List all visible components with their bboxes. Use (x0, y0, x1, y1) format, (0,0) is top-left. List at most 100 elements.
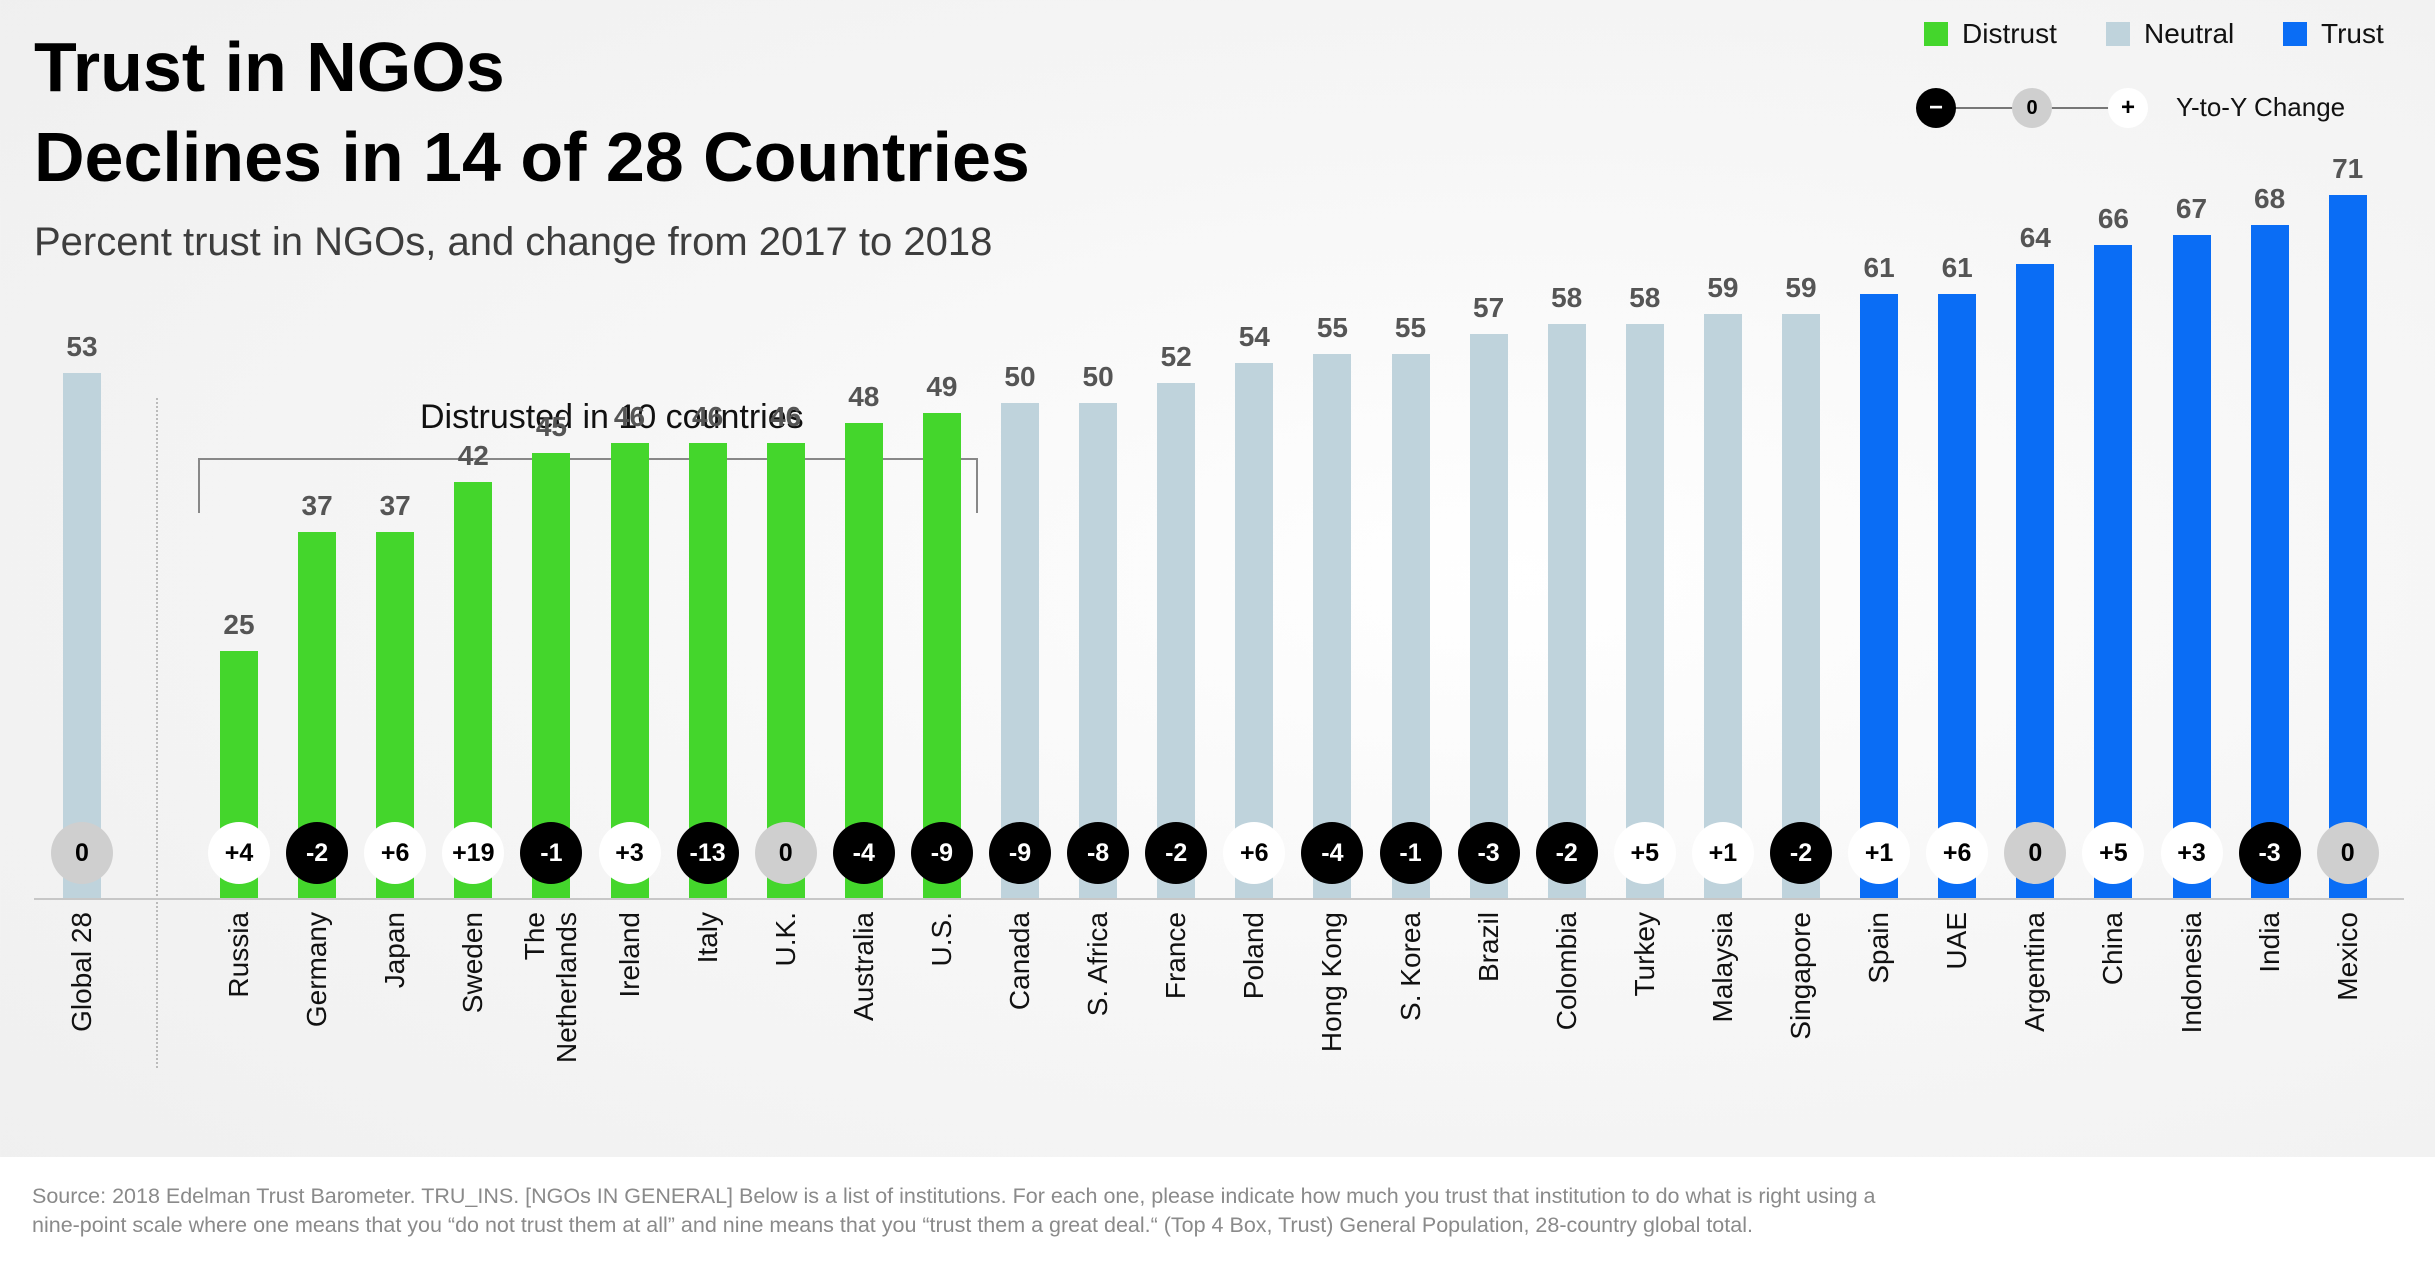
change-badge-canada: -9 (989, 822, 1051, 884)
country-label-russia: Russia (223, 912, 254, 998)
value-label-u-k: 46 (770, 400, 802, 432)
yoy-label: Y-to-Y Change (2176, 92, 2346, 122)
legend-label-neutral: Neutral (2144, 18, 2235, 49)
change-badge-indonesia: +3 (2160, 822, 2223, 884)
country-label-mexico: Mexico (2331, 912, 2363, 1001)
country-label-china: China (2097, 912, 2129, 986)
country-label-brazil: Brazil (1472, 912, 1504, 983)
change-badge-colombia: -2 (1535, 822, 1598, 884)
country-label-turkey: Turkey (1628, 912, 1660, 997)
value-label-china: 66 (2097, 202, 2129, 234)
country-label-poland: Poland (1238, 912, 1270, 1000)
source-note: Source: 2018 Edelman Trust Barometer. TR… (32, 1184, 1876, 1237)
distrust-bracket (198, 458, 978, 513)
value-label-turkey: 58 (1629, 281, 1661, 313)
country-label-indonesia: Indonesia (2175, 912, 2207, 1034)
value-label-spain: 61 (1863, 252, 1895, 284)
country-label-sweden: Sweden (457, 912, 489, 1014)
bar-malaysia (1703, 313, 1742, 898)
yoy-legend: − 0 + Y-to-Y Change (1916, 84, 2435, 134)
global-separator (156, 398, 158, 1068)
bracket-label: Distrusted in 10 countries (420, 398, 804, 436)
value-label-s-korea: 55 (1394, 311, 1427, 343)
legend-item-trust: Trust (2283, 14, 2384, 54)
bar-france (1157, 383, 1196, 898)
legend-swatch-neutral (2106, 22, 2130, 46)
bar-china (2094, 244, 2133, 898)
bar-global-28 (63, 373, 101, 898)
country-label-malaysia: Malaysia (1706, 912, 1738, 1023)
bar-india (2250, 224, 2289, 898)
bar-brazil (1469, 333, 1508, 898)
change-badge-brazil: -3 (1457, 822, 1520, 884)
change-badge-china: +5 (2082, 822, 2145, 884)
bar-u-s (922, 412, 961, 898)
value-label-canada: 50 (1004, 361, 1036, 392)
country-label-u-s: U.S. (925, 912, 957, 967)
bar-argentina (2016, 264, 2055, 898)
country-label-uae: UAE (1941, 912, 1973, 970)
legend-swatch-trust (2283, 22, 2307, 46)
value-label-hong-kong: 55 (1316, 311, 1348, 343)
value-label-the-netherlands: 45 (535, 410, 567, 442)
legend-item-distrust: Distrust (1924, 14, 2057, 54)
bar-mexico (2328, 195, 2367, 898)
country-label-canada: Canada (1004, 912, 1035, 1011)
bar-uae (1938, 294, 1977, 898)
value-label-italy: 46 (692, 400, 724, 432)
title-line-2: Declines in 14 of 28 Countries (34, 118, 1030, 196)
change-badge-australia: -4 (832, 822, 895, 884)
country-label-hong-kong: Hong Kong (1316, 912, 1348, 1053)
country-label-s-korea: S. Korea (1394, 912, 1426, 1021)
value-label-france: 52 (1160, 341, 1192, 373)
country-label-colombia: Colombia (1550, 912, 1582, 1031)
change-badge-global-28: 0 (51, 822, 113, 884)
country-label-japan: Japan (379, 912, 411, 989)
bar-spain (1860, 294, 1899, 898)
country-label-spain: Spain (1863, 912, 1895, 984)
chart-title: Trust in NGOs Declines in 14 of 28 Count… (34, 22, 1030, 202)
change-badge-the-netherlands: -1 (520, 822, 583, 884)
value-label-global-28: 53 (66, 331, 98, 363)
change-badge-s-africa: -8 (1067, 822, 1130, 884)
value-label-argentina: 64 (2019, 222, 2051, 254)
change-badge-turkey: +5 (1613, 822, 1676, 884)
change-badge-france: -2 (1145, 822, 1208, 884)
bar-s-africa (1079, 403, 1118, 898)
change-badge-argentina: 0 (2004, 822, 2067, 884)
value-label-uae: 61 (1941, 252, 1973, 284)
chart-baseline (34, 898, 2404, 900)
change-badge-singapore: -2 (1770, 822, 1832, 884)
value-label-germany: 37 (301, 489, 333, 521)
change-badge-malaysia: +1 (1691, 822, 1754, 884)
change-badge-s-korea: -1 (1379, 822, 1442, 884)
value-label-poland: 54 (1238, 321, 1270, 353)
yoy-minus-dot: − (1916, 88, 1956, 128)
value-label-malaysia: 59 (1707, 271, 1739, 303)
yoy-plus-dot: + (2108, 88, 2148, 128)
change-badge-russia: +4 (208, 822, 270, 884)
value-label-singapore: 59 (1785, 271, 1817, 303)
value-label-brazil: 57 (1473, 291, 1505, 323)
change-badge-u-s: -9 (910, 822, 973, 884)
value-label-mexico: 71 (2332, 153, 2364, 185)
legend-swatch-distrust (1924, 22, 1948, 46)
country-label-the-netherlands: The Netherlands (519, 912, 583, 1063)
bar-colombia (1547, 323, 1586, 898)
legend-label-distrust: Distrust (1962, 18, 2057, 49)
value-label-india: 68 (2254, 182, 2286, 214)
bar-turkey (1625, 323, 1664, 898)
country-label-singapore: Singapore (1785, 912, 1816, 1040)
value-label-russia: 25 (223, 608, 255, 640)
footer-panel (0, 1157, 2435, 1281)
change-badge-japan: +6 (364, 822, 427, 884)
change-badge-italy: -13 (676, 822, 739, 884)
bar-hong-kong (1313, 353, 1352, 898)
change-badge-sweden: +19 (442, 822, 505, 884)
change-badge-ireland: +3 (598, 822, 661, 884)
bar-poland (1235, 363, 1274, 898)
value-label-colombia: 58 (1551, 281, 1583, 313)
bar-indonesia (2172, 234, 2211, 898)
change-badge-uae: +6 (1926, 822, 1989, 884)
country-label-global-28: Global 28 (66, 912, 97, 1032)
